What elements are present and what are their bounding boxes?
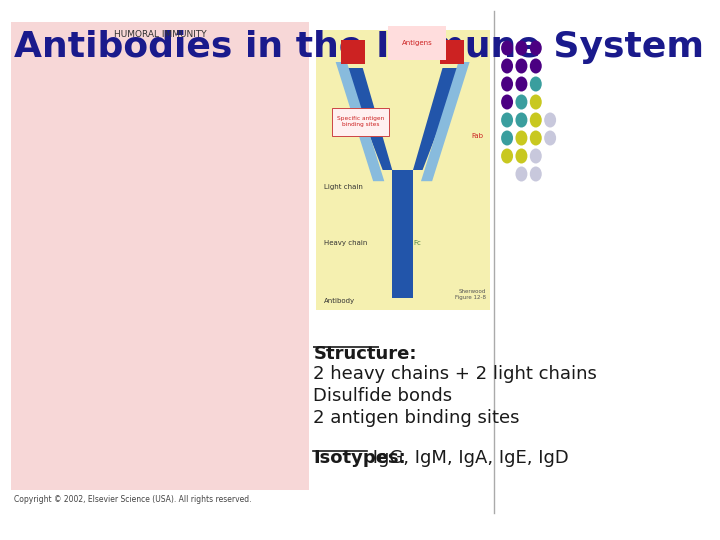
Text: Fc: Fc: [414, 240, 422, 246]
Circle shape: [530, 131, 541, 145]
Circle shape: [530, 148, 541, 164]
Text: Copyright © 2002, Elsevier Science (USA). All rights reserved.: Copyright © 2002, Elsevier Science (USA)…: [14, 495, 251, 504]
FancyBboxPatch shape: [12, 22, 310, 490]
Text: 2 heavy chains + 2 light chains: 2 heavy chains + 2 light chains: [313, 365, 597, 383]
Polygon shape: [413, 68, 462, 170]
Circle shape: [530, 112, 541, 127]
FancyBboxPatch shape: [332, 107, 389, 136]
FancyBboxPatch shape: [440, 40, 464, 64]
Text: Heavy chain: Heavy chain: [324, 240, 367, 246]
Circle shape: [516, 131, 528, 145]
Circle shape: [530, 58, 541, 73]
Circle shape: [501, 77, 513, 91]
Text: Structure:: Structure:: [313, 345, 417, 363]
Circle shape: [516, 166, 528, 181]
Circle shape: [501, 94, 513, 110]
Circle shape: [544, 112, 556, 127]
Circle shape: [530, 40, 541, 56]
Text: Disulfide bonds: Disulfide bonds: [313, 387, 452, 405]
Polygon shape: [421, 62, 469, 181]
Text: Antigens: Antigens: [402, 40, 432, 46]
Circle shape: [516, 94, 528, 110]
Text: Antibodies in the Immune System: Antibodies in the Immune System: [14, 30, 704, 64]
Polygon shape: [336, 62, 384, 181]
Text: Specific antigen
binding sites: Specific antigen binding sites: [337, 116, 384, 127]
Circle shape: [516, 40, 528, 56]
Circle shape: [516, 148, 528, 164]
Text: 2 antigen binding sites: 2 antigen binding sites: [313, 409, 520, 427]
Circle shape: [501, 40, 513, 56]
Circle shape: [544, 131, 556, 145]
Text: Fab: Fab: [471, 133, 483, 139]
Polygon shape: [392, 170, 413, 298]
Text: Sherwood
Figure 12-8: Sherwood Figure 12-8: [454, 289, 485, 300]
FancyBboxPatch shape: [341, 40, 365, 64]
Circle shape: [530, 166, 541, 181]
FancyBboxPatch shape: [316, 30, 490, 310]
Circle shape: [516, 58, 528, 73]
Circle shape: [516, 77, 528, 91]
Circle shape: [501, 58, 513, 73]
Text: Light chain: Light chain: [324, 184, 363, 190]
Text: IgG, IgM, IgA, IgE, IgD: IgG, IgM, IgA, IgE, IgD: [366, 449, 569, 467]
Text: Antibody: Antibody: [324, 298, 355, 304]
Circle shape: [530, 77, 541, 91]
Circle shape: [501, 131, 513, 145]
Circle shape: [516, 112, 528, 127]
Circle shape: [530, 94, 541, 110]
Text: HUMORAL IMMUNITY: HUMORAL IMMUNITY: [114, 30, 207, 39]
Text: Isotypes:: Isotypes:: [313, 449, 406, 467]
Circle shape: [501, 148, 513, 164]
Circle shape: [501, 112, 513, 127]
Polygon shape: [343, 68, 392, 170]
